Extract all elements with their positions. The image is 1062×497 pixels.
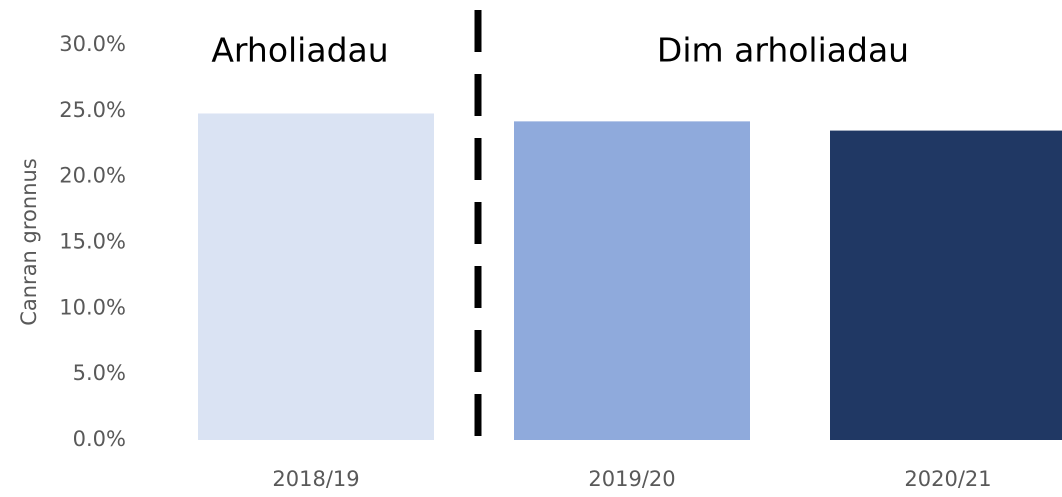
annotation: Dim arholiadau xyxy=(657,31,909,70)
x-tick-label: 2019/20 xyxy=(588,467,675,491)
bar xyxy=(514,121,750,440)
y-tick-label: 25.0% xyxy=(59,98,126,122)
bar xyxy=(198,113,434,440)
y-tick-label: 0.0% xyxy=(73,427,126,451)
bar xyxy=(830,130,1062,441)
y-tick-label: 20.0% xyxy=(59,164,126,188)
annotation: Arholiadau xyxy=(211,31,388,70)
y-tick-label: 10.0% xyxy=(59,295,126,319)
y-axis-label: Canran gronnus xyxy=(17,158,41,326)
y-tick-label: 30.0% xyxy=(59,32,126,56)
y-tick-label: 5.0% xyxy=(73,361,126,385)
x-tick-label: 2018/19 xyxy=(272,467,359,491)
y-tick-label: 15.0% xyxy=(59,230,126,254)
x-tick-label: 2020/21 xyxy=(904,467,991,491)
